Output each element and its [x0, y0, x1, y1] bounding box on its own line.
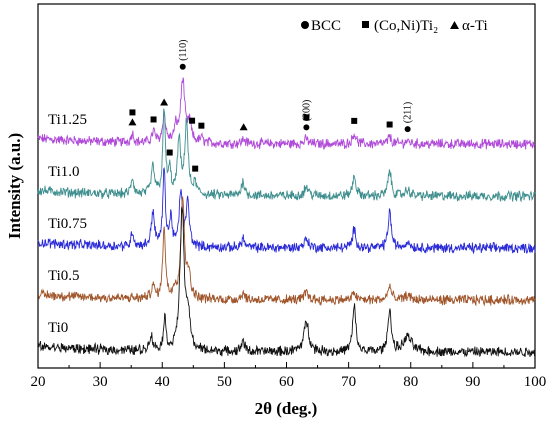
x-tick-label: 70	[341, 374, 356, 390]
legend: BCC (Co,Ni)Ti₂ α-Ti	[301, 18, 488, 34]
peak-marker-square-icon	[303, 114, 310, 121]
peak-marker-circle-icon	[179, 63, 186, 70]
peak-marker-triangle-icon	[160, 98, 169, 106]
x-axis-ticks: 20 30 40 50 60 70 80 90 100	[31, 362, 547, 390]
x-tick-label: 60	[279, 374, 294, 390]
x-tick-label: 80	[403, 374, 418, 390]
sample-labels: Ti1.25 Ti1.0 Ti0.75 Ti0.5 Ti0	[48, 112, 87, 336]
legend-alpha-ti-label: α-Ti	[462, 18, 488, 34]
x-tick-label: 20	[31, 374, 46, 390]
x-tick-label: 90	[465, 374, 480, 390]
x-axis-title: 2θ (deg.)	[255, 399, 318, 418]
legend-bcc-circle-icon	[301, 21, 309, 29]
trace-ti1-25	[37, 77, 535, 150]
peak-markers: (110) (200) (211)	[128, 40, 414, 172]
trace-ti0-5	[37, 196, 536, 307]
peak-marker-square-icon	[129, 109, 136, 116]
sample-label-ti0: Ti0	[48, 320, 68, 336]
peak-marker-square-icon	[189, 117, 196, 124]
peak-marker-square-icon	[192, 165, 199, 172]
diffraction-traces	[37, 77, 536, 358]
peak-marker-square-icon	[386, 121, 393, 128]
x-tick-label: 30	[93, 374, 108, 390]
x-tick-label: 40	[155, 374, 170, 390]
sample-label-ti1-0: Ti1.0	[48, 164, 80, 180]
peak-marker-square-icon	[166, 149, 173, 156]
legend-coniti2-square-icon	[362, 21, 369, 28]
sample-label-ti0-75: Ti0.75	[48, 216, 87, 232]
trace-ti0	[37, 207, 536, 358]
peak-marker-square-icon	[198, 122, 205, 129]
peak-index-label: (200)	[301, 100, 312, 122]
peak-marker-square-icon	[150, 116, 157, 123]
peak-index-label: (211)	[403, 102, 414, 123]
legend-coniti2-label: (Co,Ni)Ti₂	[374, 18, 438, 34]
sample-label-ti1-25: Ti1.25	[48, 112, 87, 128]
legend-bcc-label: BCC	[311, 18, 341, 34]
trace-ti1-0	[37, 108, 536, 203]
trace-ti0-75	[37, 167, 536, 255]
peak-marker-triangle-icon	[239, 123, 248, 131]
sample-label-ti0-5: Ti0.5	[48, 268, 80, 284]
y-axis-title: Intensity (a.u.)	[5, 133, 24, 239]
x-tick-label: 50	[217, 374, 232, 390]
peak-marker-triangle-icon	[128, 118, 137, 126]
peak-index-label: (110)	[178, 40, 189, 61]
peak-marker-square-icon	[351, 117, 358, 124]
peak-marker-circle-icon	[404, 126, 411, 133]
plot-frame	[37, 3, 536, 369]
x-tick-label: 100	[524, 374, 547, 390]
peak-marker-circle-icon	[303, 124, 310, 131]
legend-alpha-ti-triangle-icon	[450, 21, 459, 29]
